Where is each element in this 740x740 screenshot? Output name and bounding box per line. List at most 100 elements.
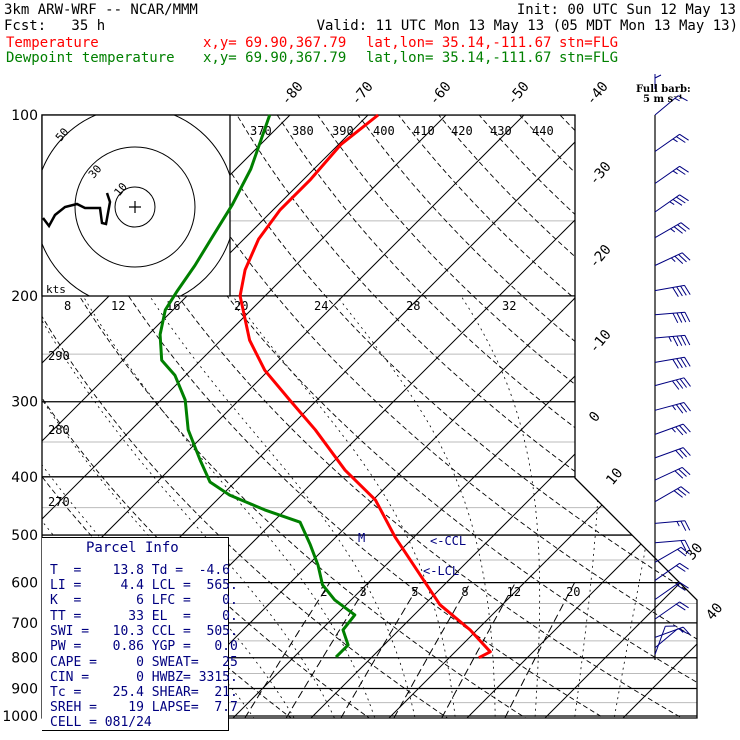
dry-adiabat (478, 115, 697, 718)
theta-label: 270 (48, 495, 70, 509)
dewpoint-profile (158, 114, 357, 659)
wind-barb (654, 466, 691, 481)
moist-adiabat (460, 295, 541, 718)
isotherm-label: -30 (586, 159, 615, 189)
isotherm (299, 115, 697, 718)
mixing-ratio-label: 20 (566, 585, 580, 599)
isotach-label: 24 (314, 299, 328, 313)
dewpoint-legend: Dewpoint temperature (6, 50, 175, 66)
moist-adiabat (572, 295, 600, 718)
wind-barb (654, 165, 689, 184)
wind-barb (654, 546, 690, 563)
pressure-tick-label: 300 (11, 395, 38, 411)
isotherm-label: -40 (583, 79, 612, 109)
dry-adiabat (74, 115, 697, 718)
isotherm-label: -60 (426, 79, 455, 109)
isotherm-label: 10 (603, 465, 626, 488)
dry-adiabat (115, 115, 697, 718)
dry-adiabat (236, 115, 697, 718)
dry-adiabat (42, 115, 464, 718)
mixing-ratio-line (499, 582, 576, 718)
temperature-profile (238, 113, 492, 660)
isotherm-label: 40 (703, 600, 726, 623)
pressure-tick-label: 400 (11, 470, 38, 486)
dewpoint-latlon: lat,lon= 35.14,-111.67 (366, 50, 552, 66)
isotach-label: 8 (64, 299, 71, 313)
isotherm (221, 115, 697, 718)
wind-barb (654, 520, 691, 531)
barb-legend-line2: 5 m s⁻¹ (643, 94, 683, 105)
temperature-latlon: lat,lon= 35.14,-111.67 (366, 35, 552, 51)
isotherm-label: 0 (586, 409, 604, 426)
theta-label: 440 (532, 124, 554, 138)
hodograph (42, 115, 230, 296)
pressure-tick-label: 600 (11, 576, 38, 592)
dry-adiabat (276, 115, 697, 718)
parcel-row: K = 6 LFC = 0. (50, 593, 238, 608)
theta-label: 280 (48, 423, 70, 437)
mixing-ratio-line (279, 582, 370, 718)
temperature-station: stn=FLG (559, 35, 619, 51)
legend-barb-icon (654, 74, 662, 89)
parcel-info-panel: Parcel Info T = 13.8 Td = -4.6 LI = 4.4 … (42, 537, 238, 731)
isotherm-label: -20 (586, 242, 615, 272)
parcel-row: PW = 0.86 YGP = 0.0 (50, 639, 238, 654)
init-time: Init: 00 UTC Sun 12 May 13 (516, 2, 736, 18)
parcel-row: T = 13.8 Td = -4.6 (50, 563, 231, 578)
wind-barb (654, 581, 689, 600)
ccl-marker: <-CCL (430, 534, 466, 548)
lcl-marker: <-LCL (423, 564, 459, 578)
isotherm (42, 115, 583, 718)
dewpoint-xy: x,y= 69.90,367.79 (203, 50, 347, 66)
isotherm (611, 115, 697, 718)
wind-barb (654, 402, 691, 414)
mixing-ratio-label: 8 (461, 585, 468, 599)
theta-label: 390 (332, 124, 354, 138)
pressure-tick-label: 700 (11, 616, 38, 632)
wind-barb (654, 356, 691, 369)
wind-barb (654, 601, 689, 620)
pressure-tick-label: 200 (11, 289, 38, 305)
dry-adiabat (599, 115, 697, 718)
isotherm-label: -70 (348, 79, 377, 109)
mixing-ratio-line (387, 582, 471, 718)
moist-adiabat (611, 295, 681, 718)
isotherm (42, 115, 505, 718)
theta-label: 410 (413, 124, 435, 138)
hodograph-ring (74, 146, 196, 268)
dry-adiabat (155, 115, 697, 718)
dry-adiabat (317, 115, 697, 718)
parcel-row: CELL = 081/24 (50, 715, 152, 730)
pressure-tick-label: 900 (11, 681, 38, 697)
mixing-ratio-label: 12 (507, 585, 521, 599)
wind-barb (654, 486, 690, 503)
wind-barb (654, 311, 691, 324)
dewpoint-station: stn=FLG (559, 50, 619, 66)
pressure-tick-label: 800 (11, 651, 38, 667)
wind-barb (654, 284, 691, 297)
theta-label: 430 (490, 124, 512, 138)
temperature-xy: x,y= 69.90,367.79 (203, 35, 347, 51)
theta-label: 290 (48, 349, 70, 363)
wind-barb (654, 252, 691, 266)
isotach-label: 12 (111, 299, 125, 313)
wind-barb (654, 194, 689, 213)
wind-barb (654, 423, 691, 436)
mixing-ratio-label: 5 (411, 585, 418, 599)
moist-adiabat (336, 295, 496, 718)
dry-adiabat (438, 115, 697, 718)
dry-adiabat (42, 115, 622, 718)
pressure-tick-label: 100 (11, 108, 38, 124)
isotherm (533, 115, 697, 718)
valid-time: Valid: 11 UTC Mon 13 May 13 (05 MDT Mon … (316, 18, 738, 34)
theta-label: 400 (373, 124, 395, 138)
wind-barb (654, 562, 689, 581)
dry-adiabat (196, 115, 697, 718)
isotach-label: 32 (502, 299, 516, 313)
model-title: 3km ARW-WRF -- NCAR/MMM (4, 2, 198, 18)
parcel-row: TT = 33 EL = 0. (50, 609, 238, 624)
dry-adiabat (398, 115, 697, 718)
parcel-row: SWI = 10.3 CCL = 505. (50, 624, 238, 639)
